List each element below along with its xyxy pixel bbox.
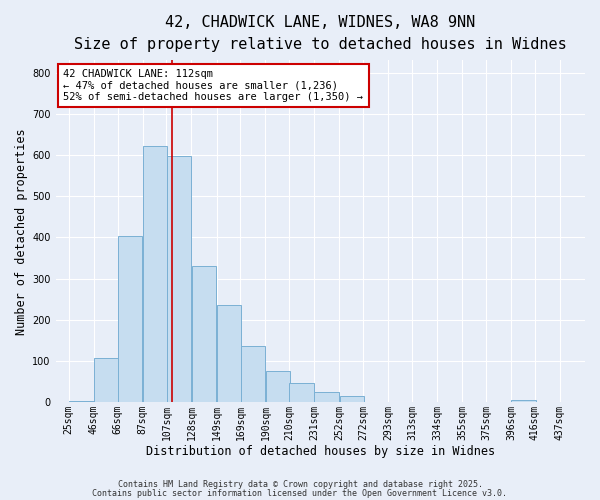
Text: Contains public sector information licensed under the Open Government Licence v3: Contains public sector information licen… bbox=[92, 488, 508, 498]
Bar bbox=[289, 382, 314, 402]
Bar bbox=[167, 156, 191, 402]
X-axis label: Distribution of detached houses by size in Widnes: Distribution of detached houses by size … bbox=[146, 444, 495, 458]
Bar bbox=[69, 400, 94, 402]
Title: 42, CHADWICK LANE, WIDNES, WA8 9NN
Size of property relative to detached houses : 42, CHADWICK LANE, WIDNES, WA8 9NN Size … bbox=[74, 15, 566, 52]
Y-axis label: Number of detached properties: Number of detached properties bbox=[15, 128, 28, 334]
Bar bbox=[241, 346, 265, 403]
Bar bbox=[217, 306, 241, 402]
Bar bbox=[143, 146, 167, 402]
Bar bbox=[314, 392, 339, 402]
Bar bbox=[340, 396, 364, 402]
Bar bbox=[94, 358, 119, 403]
Bar bbox=[118, 236, 142, 402]
Text: Contains HM Land Registry data © Crown copyright and database right 2025.: Contains HM Land Registry data © Crown c… bbox=[118, 480, 482, 489]
Bar bbox=[191, 266, 217, 402]
Bar bbox=[266, 370, 290, 402]
Bar bbox=[511, 400, 536, 402]
Text: 42 CHADWICK LANE: 112sqm
← 47% of detached houses are smaller (1,236)
52% of sem: 42 CHADWICK LANE: 112sqm ← 47% of detach… bbox=[64, 69, 364, 102]
